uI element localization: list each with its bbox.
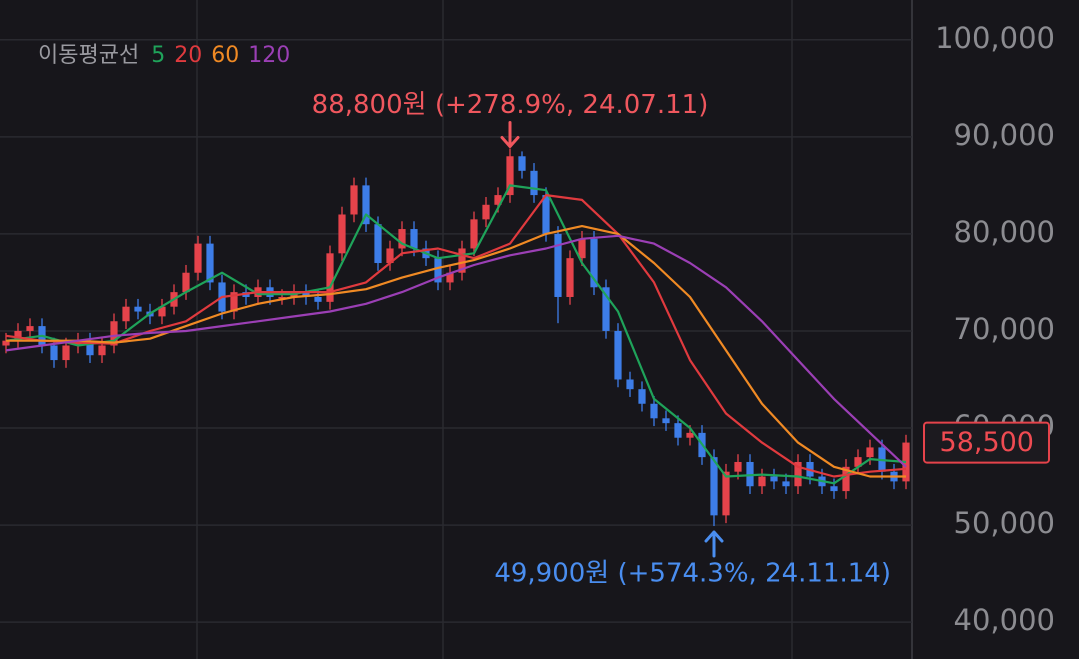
candle-body	[470, 219, 478, 249]
ma-line	[5, 234, 907, 468]
candle-body	[842, 466, 850, 492]
candle-body	[866, 447, 874, 458]
overlay: 40,00050,00060,00070,00080,00090,000100,…	[38, 21, 1055, 637]
candle-body	[758, 476, 766, 487]
y-tick-label: 100,000	[935, 21, 1055, 55]
candle-body	[554, 233, 562, 297]
candle-body	[326, 253, 334, 302]
candle-body	[578, 238, 586, 259]
candle-body	[710, 457, 718, 516]
candle-body	[650, 403, 658, 419]
annotation-arrow	[704, 530, 724, 558]
candle-body	[350, 185, 358, 215]
legend-title: 이동평균선	[38, 43, 139, 68]
candle-body	[794, 461, 802, 487]
candle-body	[674, 423, 682, 438]
candle-body	[626, 379, 634, 390]
candle-body	[14, 330, 22, 341]
candle-body	[230, 292, 238, 312]
y-tick-label: 80,000	[954, 215, 1055, 249]
ma-line	[5, 184, 907, 485]
candle-body	[590, 238, 598, 288]
candle-body	[302, 292, 310, 297]
y-tick-label: 40,000	[954, 603, 1055, 637]
legend-entry: 120	[248, 43, 290, 68]
legend-entry: 60	[211, 43, 239, 68]
candle-body	[86, 340, 94, 356]
candle-body	[278, 296, 286, 299]
candle-body	[458, 248, 466, 273]
candle-body	[158, 306, 166, 317]
candle-body	[602, 287, 610, 331]
candle-body	[614, 330, 622, 380]
candle-body	[662, 418, 670, 424]
candle-body	[494, 195, 502, 205]
candle-body	[62, 345, 70, 361]
candle-body	[854, 457, 862, 467]
candle-body	[98, 345, 106, 356]
candle-body	[782, 481, 790, 487]
candle-body	[2, 340, 10, 346]
candle-body	[542, 195, 550, 234]
annotation-label: 49,900원 (+574.3%, 24.11.14)	[494, 559, 891, 589]
candle-body	[506, 156, 514, 196]
candle-body	[518, 156, 526, 171]
y-tick-label: 70,000	[954, 312, 1055, 346]
candle-body	[830, 486, 838, 492]
candle-body	[398, 229, 406, 249]
candle-body	[50, 345, 58, 361]
candle-body	[638, 389, 646, 404]
y-tick-label: 90,000	[954, 118, 1055, 152]
candle-body	[122, 306, 130, 322]
candle-body	[482, 204, 490, 220]
candle-body	[746, 461, 754, 487]
last-price-label: 58,500	[940, 427, 1034, 458]
candle-body	[530, 170, 538, 196]
candle-body	[314, 296, 322, 302]
plot	[2, 148, 910, 527]
ma-line	[6, 225, 906, 478]
candle-body	[566, 258, 574, 297]
candle-body	[386, 248, 394, 264]
candle-body	[182, 272, 190, 293]
candle-body	[362, 185, 370, 225]
candle-body	[446, 272, 454, 283]
candle-body	[410, 229, 418, 249]
annotation-arrow	[500, 120, 520, 148]
candle-body	[374, 224, 382, 264]
candle-body	[338, 214, 346, 254]
candle-body	[734, 461, 742, 472]
candle-body	[110, 321, 118, 346]
candle-body	[134, 306, 142, 312]
legend-entry: 5	[151, 43, 165, 68]
candle-body	[26, 326, 34, 331]
candle-body	[722, 471, 730, 516]
candle-body	[206, 243, 214, 283]
candle-body	[194, 243, 202, 273]
ma-line	[5, 194, 907, 478]
candle-body	[686, 432, 694, 438]
y-tick-label: 50,000	[954, 506, 1055, 540]
legend-entry: 20	[174, 43, 202, 68]
last-price-box	[923, 421, 1050, 464]
candle-body	[770, 476, 778, 482]
candle-body	[434, 258, 442, 283]
annotation-label: 88,800원 (+278.9%, 24.07.11)	[312, 90, 709, 120]
